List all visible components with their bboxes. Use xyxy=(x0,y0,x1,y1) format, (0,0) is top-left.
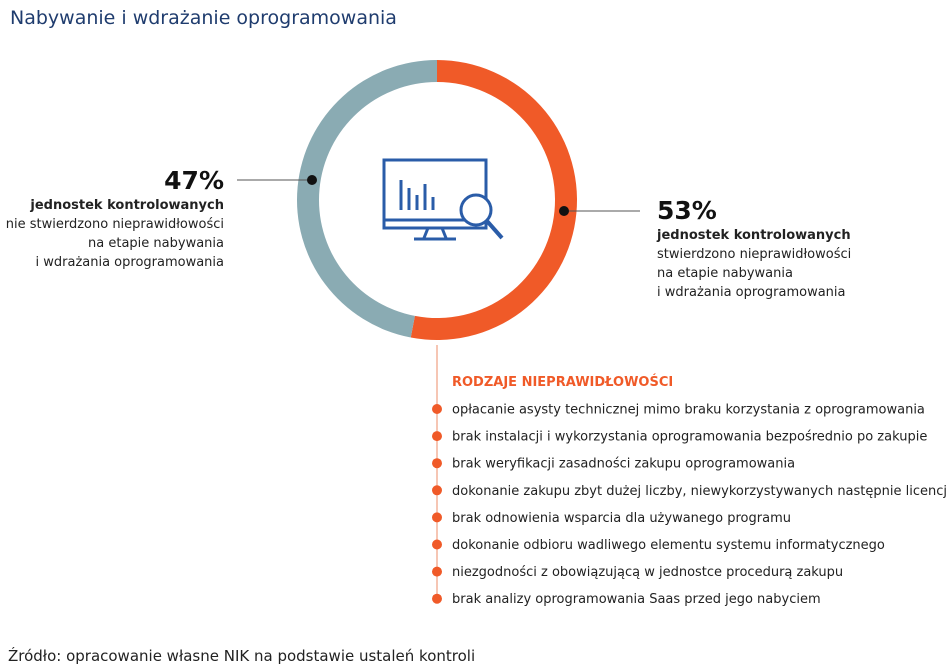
list-item: brak instalacji i wykorzystania oprogram… xyxy=(452,430,927,445)
monitor-icon xyxy=(382,158,504,241)
leader-dot xyxy=(307,175,317,185)
list-bullet xyxy=(432,431,442,442)
slice-description: i wdrażania oprogramowania xyxy=(36,255,225,270)
list-bullet xyxy=(432,512,442,523)
slice-description: stwierdzono nieprawidłowości xyxy=(657,247,851,262)
slice-description: nie stwierdzono nieprawidłowości xyxy=(6,217,224,232)
list-bullet xyxy=(432,539,442,550)
list-item: brak odnowienia wsparcia dla używanego p… xyxy=(452,511,791,526)
slice-description: i wdrażania oprogramowania xyxy=(657,285,846,300)
list-bullet xyxy=(432,566,442,577)
leader-dot xyxy=(559,206,569,216)
list-title: RODZAJE NIEPRAWIDŁOWOŚCI xyxy=(452,374,673,390)
donut-slice xyxy=(410,60,577,340)
list-bullet xyxy=(432,593,442,604)
list-item: opłacanie asysty technicznej mimo braku … xyxy=(452,403,925,418)
chart-title: Nabywanie i wdrażanie oprogramowania xyxy=(10,7,397,29)
list-item: dokonanie odbioru wadliwego elementu sys… xyxy=(452,538,885,553)
list-item: brak weryfikacji zasadności zakupu oprog… xyxy=(452,457,795,472)
list-bullet xyxy=(432,458,442,469)
list-bullet xyxy=(432,485,442,496)
list-item: dokonanie zakupu zbyt dużej liczby, niew… xyxy=(452,484,948,499)
slice-label: jednostek kontrolowanych xyxy=(656,228,851,243)
value-label: 53% xyxy=(657,196,717,225)
donut-slice xyxy=(297,60,437,338)
source: Źródło: opracowanie własne NIK na podsta… xyxy=(8,646,475,665)
list-bullet xyxy=(432,404,442,414)
slice-description: na etapie nabywania xyxy=(657,266,793,281)
slice-label: jednostek kontrolowanych xyxy=(29,198,224,213)
slice-description: na etapie nabywania xyxy=(88,236,224,251)
list-item: brak analizy oprogramowania Saas przed j… xyxy=(452,592,821,607)
value-label: 47% xyxy=(164,166,224,195)
list-item: niezgodności z obowiązującą w jednostce … xyxy=(452,565,843,580)
